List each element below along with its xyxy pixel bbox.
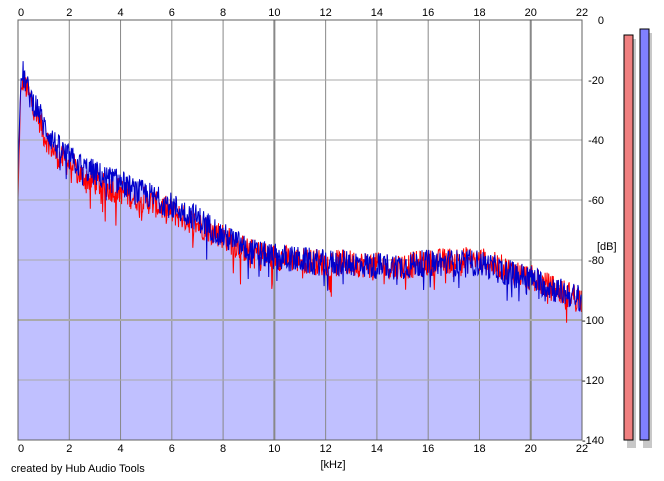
x-tick-label: 12: [320, 443, 332, 455]
x-tick-label-top: 8: [220, 7, 226, 19]
x-tick-label: 8: [220, 443, 226, 455]
x-tick-label: 16: [422, 443, 434, 455]
series-line-2: [17, 61, 583, 312]
level-meter-1: [623, 34, 634, 441]
y-tick-label: 0: [598, 15, 604, 27]
area-layer: [18, 61, 582, 440]
x-tick-label-top: 14: [371, 7, 383, 19]
x-axis-top: 0 2 4 6 8 10 12 14 16 18 20 22: [18, 7, 588, 19]
x-tick-label-top: 4: [117, 7, 123, 19]
x-tick-label-top: 12: [320, 7, 332, 19]
x-tick-label-top: 2: [66, 7, 72, 19]
x-tick-label-top: 10: [268, 7, 280, 19]
x-tick-label-top: 6: [169, 7, 175, 19]
y-tick-label: -40: [588, 135, 604, 147]
x-axis-label: [kHz]: [320, 459, 345, 471]
y-tick-label: -100: [582, 315, 604, 327]
y-tick-label: -140: [582, 435, 604, 447]
series-layer: [17, 61, 583, 323]
y-tick-label: -20: [588, 75, 604, 87]
y-axis-right: 0 -20 -40 -60 -80 -100 -120 -140: [582, 15, 604, 447]
y-tick-label: -80: [588, 255, 604, 267]
x-tick-label: 20: [525, 443, 537, 455]
x-tick-label-top: 18: [473, 7, 485, 19]
x-tick-label: 6: [169, 443, 175, 455]
y-tick-label: -120: [582, 375, 604, 387]
x-tick-label-top: 22: [576, 7, 588, 19]
y-axis-label: [dB]: [597, 241, 617, 253]
x-axis-bottom: 0 2 4 6 8 10 12 14 16 18 20 22: [18, 443, 588, 455]
x-tick-label: 2: [66, 443, 72, 455]
x-tick-label: 4: [117, 443, 123, 455]
plot-frame: [17, 19, 583, 441]
spectrum-area: [18, 61, 582, 440]
x-tick-label: 0: [18, 443, 24, 455]
level-meter-2: [639, 28, 650, 441]
x-tick-label-top: 0: [18, 7, 24, 19]
x-tick-label: 18: [473, 443, 485, 455]
credit-text: created by Hub Audio Tools: [11, 463, 145, 475]
y-tick-label: -60: [588, 195, 604, 207]
x-tick-label: 14: [371, 443, 383, 455]
x-tick-label: 10: [268, 443, 280, 455]
x-tick-label: 22: [576, 443, 588, 455]
level-meters: [623, 28, 652, 448]
x-tick-label-top: 16: [422, 7, 434, 19]
x-tick-label-top: 20: [525, 7, 537, 19]
